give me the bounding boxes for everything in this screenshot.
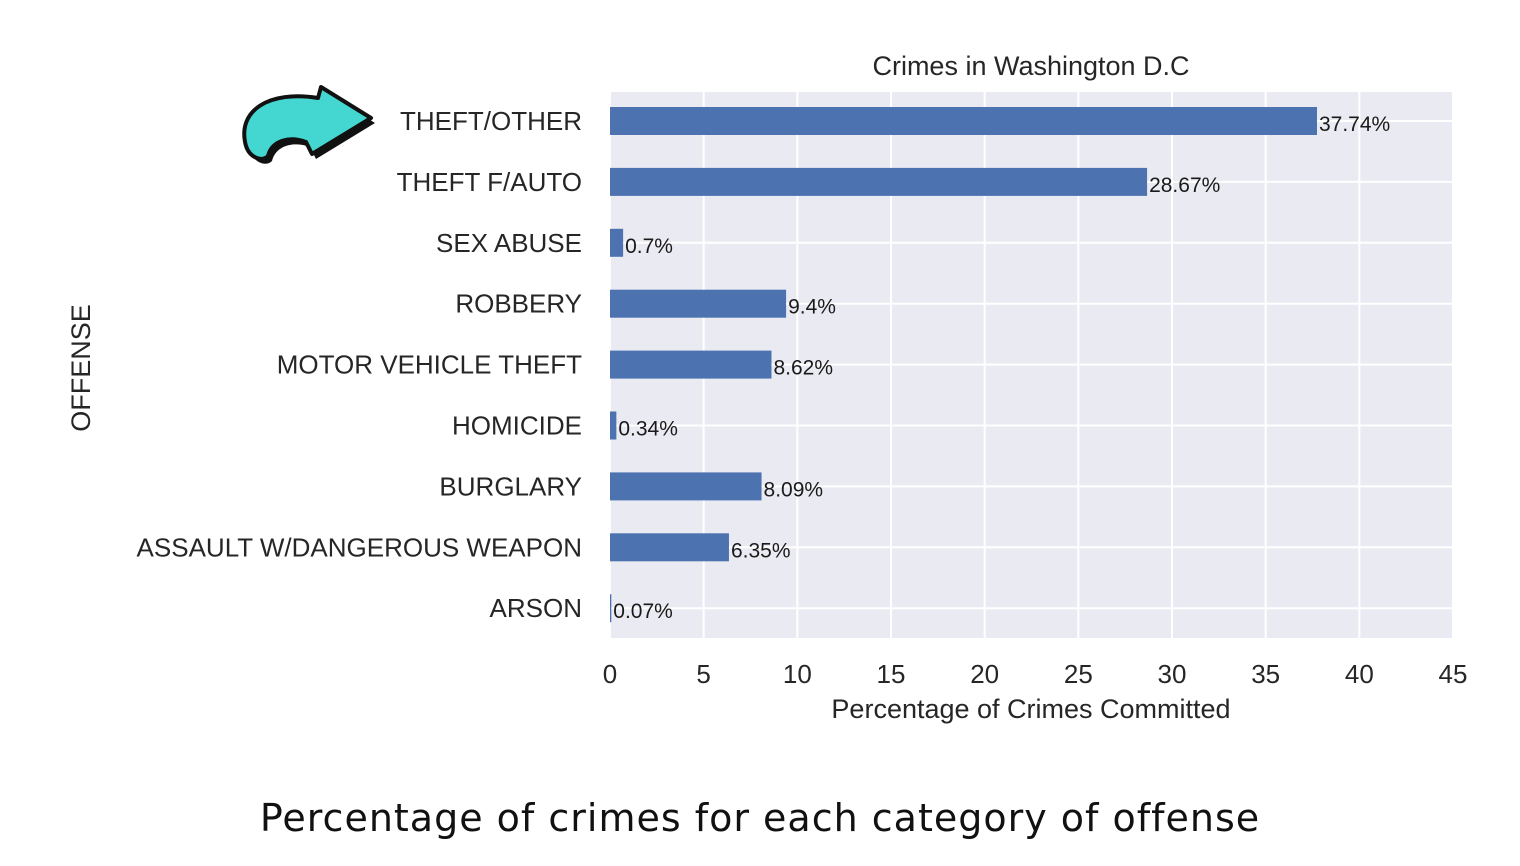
figure-caption: Percentage of crimes for each category o…: [259, 796, 1261, 840]
x-tick-label: 30: [1158, 659, 1187, 689]
bar-data-label: 0.07%: [613, 600, 673, 623]
category-label: ROBBERY: [455, 289, 582, 319]
bar-data-label: 8.62%: [773, 357, 833, 380]
x-axis-label: Percentage of Crimes Committed: [831, 694, 1230, 724]
bar-data-label: 0.34%: [618, 418, 678, 441]
x-tick-label: 35: [1251, 659, 1280, 689]
bar-data-label: 28.67%: [1149, 174, 1220, 197]
bar-assault-w-dangerous-weapon: [610, 533, 729, 562]
bar-data-label: 0.7%: [625, 235, 673, 258]
bar-data-label: 8.09%: [764, 478, 824, 501]
highlight-arrow-icon: [242, 85, 375, 164]
bar-burglary: [610, 472, 762, 501]
category-label: THEFT/OTHER: [400, 106, 582, 136]
category-label: THEFT F/AUTO: [397, 167, 582, 197]
x-tick-label: 25: [1064, 659, 1093, 689]
x-tick-label: 5: [696, 659, 710, 689]
x-tick-label: 10: [783, 659, 812, 689]
x-tick-label: 15: [877, 659, 906, 689]
x-tick-label: 40: [1345, 659, 1374, 689]
bar-theft-f-auto: [610, 167, 1148, 196]
category-label: ARSON: [490, 593, 582, 623]
bar-sex-abuse: [610, 228, 624, 257]
category-label: BURGLARY: [439, 471, 582, 501]
bar-robbery: [610, 289, 787, 318]
x-tick-label: 0: [603, 659, 617, 689]
y-axis-label: OFFENSE: [66, 304, 96, 432]
bar-theft-other: [610, 107, 1317, 135]
category-label: SEX ABUSE: [436, 228, 582, 258]
category-label: MOTOR VEHICLE THEFT: [277, 350, 582, 380]
x-tick-labels: 0 5 10 15 20 25 30 35 40 45: [603, 659, 1468, 689]
category-label: ASSAULT W/DANGEROUS WEAPON: [137, 532, 582, 562]
bar-data-label: 9.4%: [788, 296, 836, 319]
category-labels: THEFT/OTHER THEFT F/AUTO SEX ABUSE ROBBERY M…: [137, 106, 583, 623]
bar-arson: [610, 594, 612, 623]
chart-title: Crimes in Washington D.C: [872, 51, 1189, 81]
category-label: HOMICIDE: [452, 411, 582, 441]
x-tick-label: 20: [970, 659, 999, 689]
x-tick-label: 45: [1439, 659, 1468, 689]
bar-motor-vehicle-theft: [610, 350, 772, 379]
data-labels: 37.74% 28.67% 0.7% 9.4% 8.62% 0.34% 8.09% 6.35%…: [613, 113, 1390, 623]
bar-homicide: [610, 411, 617, 440]
bars: [610, 107, 1317, 623]
bar-data-label: 6.35%: [731, 539, 791, 562]
bar-data-label: 37.74%: [1319, 113, 1390, 136]
